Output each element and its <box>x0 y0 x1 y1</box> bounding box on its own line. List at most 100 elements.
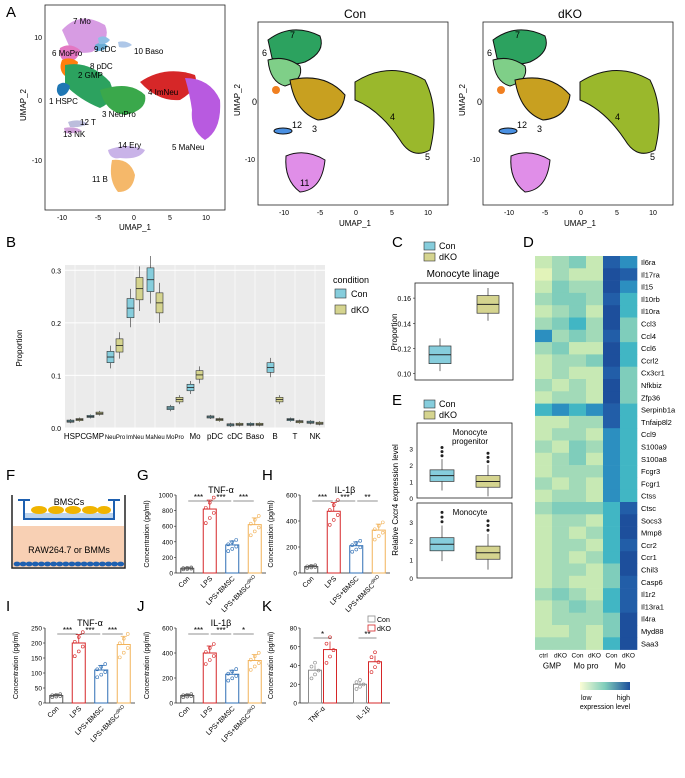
heatmap-group-label: Mo pro <box>574 662 599 671</box>
heatmap-cell <box>535 440 553 454</box>
heatmap-cell <box>569 366 587 380</box>
data-point <box>331 503 336 507</box>
con-region-12 <box>273 127 293 135</box>
data-point <box>309 676 314 681</box>
macrophage-cell <box>62 561 70 567</box>
x-tick-superscript: dKO <box>246 704 257 715</box>
data-point <box>203 505 208 510</box>
heatmap-gene-label: Socs3 <box>641 516 662 525</box>
data-point <box>207 658 212 662</box>
e-ytick: 3 <box>409 520 413 527</box>
data-point <box>185 694 190 699</box>
heatmap-legend-low: low <box>581 695 592 702</box>
umap2-xtick: 10 <box>424 210 432 217</box>
y-axis-label: Concentration (pg/ml) <box>144 500 151 567</box>
e-legend-dko-label: dKO <box>439 410 457 420</box>
data-point <box>50 695 55 699</box>
cluster-label-pdc: 8 pDC <box>90 62 113 71</box>
heatmap-column-label: Con <box>606 653 618 660</box>
cluster-cdc-shape <box>98 36 110 45</box>
heatmap-cell <box>603 465 621 478</box>
e-legend-con-swatch <box>423 399 436 409</box>
data-point <box>354 680 359 684</box>
con-region-11 <box>285 152 326 193</box>
heatmap-cell <box>586 600 604 613</box>
umap2-ylabel: UMAP_2 <box>233 83 242 116</box>
heatmap-cell <box>569 563 587 577</box>
umap3-xlabel: UMAP_1 <box>564 219 597 228</box>
heatmap-cell <box>552 465 570 478</box>
heatmap-cell <box>620 403 638 417</box>
heatmap-cell <box>603 366 621 380</box>
heatmap-cell <box>535 452 553 466</box>
macrophage-cell <box>117 561 125 567</box>
bar-lps-bmsc-dko <box>247 660 262 704</box>
heatmap-cell <box>569 625 587 638</box>
umap1-ytick: 0 <box>38 98 42 105</box>
umap2-xtick: 0 <box>354 210 358 217</box>
panel-label-d: D <box>523 234 534 251</box>
heatmap-cell <box>603 268 621 281</box>
y-tick-label: 200 <box>31 641 42 648</box>
heatmap-cell <box>552 637 570 650</box>
heatmap-cell <box>586 379 604 392</box>
heatmap-cell <box>586 551 604 564</box>
y-tick-label: 400 <box>162 651 173 658</box>
heatmap-cell <box>586 292 604 306</box>
data-point <box>313 563 318 568</box>
data-point <box>248 657 253 662</box>
e-outlier <box>486 524 490 527</box>
heatmap-gene-label: Ccl3 <box>641 320 656 329</box>
data-point <box>211 654 216 658</box>
umap1-ylabel: UMAP_2 <box>19 88 28 121</box>
heatmap-cell <box>603 502 621 515</box>
panel-label-f: F <box>6 467 15 484</box>
data-point <box>230 676 235 681</box>
b-ytick: 0.2 <box>51 321 61 328</box>
bar-lps <box>326 510 341 574</box>
heatmap-cell <box>535 489 553 503</box>
b-xtick-label: MoPro <box>166 435 184 441</box>
heatmap-cell <box>552 366 570 380</box>
bar-dko <box>368 661 382 704</box>
con-outline-number: 4 <box>390 112 395 122</box>
umap-dko-title: dKO <box>558 7 582 21</box>
b-xtick-label: B <box>272 432 277 441</box>
con-outline-number: 5 <box>425 152 430 162</box>
bar-lps-bmsc <box>349 545 364 574</box>
heatmap-cell <box>552 502 570 515</box>
data-point <box>50 693 55 698</box>
data-point <box>80 644 85 649</box>
c-ylabel: Proportion <box>390 314 399 351</box>
heatmap-cell <box>552 625 570 638</box>
cluster-ery-shape <box>108 146 145 159</box>
y-tick-label: 400 <box>162 539 173 546</box>
x-tick-label: LPS <box>200 575 215 590</box>
data-point <box>95 675 100 680</box>
y-tick-label: 100 <box>31 671 42 678</box>
data-point <box>256 661 261 665</box>
e-bottom-title: Monocyte <box>453 508 488 517</box>
umap1-ytick: 10 <box>34 35 42 42</box>
cluster-gmp-shape <box>65 64 113 108</box>
x-tick-label: LPS <box>324 575 339 590</box>
heatmap-cell <box>535 477 553 490</box>
dko-outline-number: 7 <box>515 30 520 40</box>
x-tick-label: LPS+BMSCdKO <box>219 574 259 614</box>
heatmap-cell <box>552 600 570 613</box>
heatmap-cell <box>552 317 570 331</box>
e-ytick: 0 <box>409 496 413 503</box>
heatmap-cell <box>535 502 553 515</box>
data-point <box>350 549 355 554</box>
e-ytick: 0 <box>409 576 413 583</box>
data-point <box>72 654 77 659</box>
heatmap-cell <box>620 600 638 613</box>
heatmap-gene-label: Nfkbiz <box>641 381 662 390</box>
heatmap-cell <box>620 625 638 638</box>
macrophage-cell <box>13 561 21 567</box>
heatmap-cell <box>535 256 553 269</box>
heatmap-cell <box>586 403 604 417</box>
data-point <box>203 521 208 525</box>
bar-lps-bmsc <box>94 669 109 704</box>
e-ylabel: Relative Cxcr4 expression level <box>391 444 400 556</box>
